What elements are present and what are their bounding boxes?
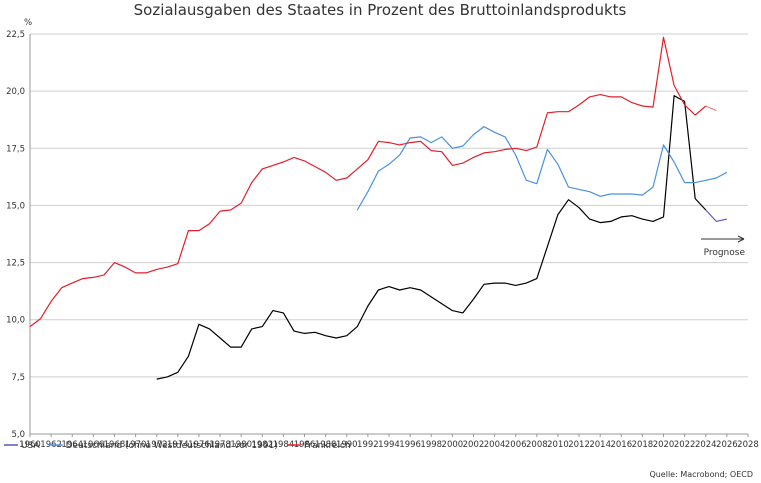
legend-label-0: USA <box>21 441 40 451</box>
series-forecast-line-1 <box>705 171 728 181</box>
prognose-annotation: Prognose <box>701 235 746 258</box>
x-tick-label: 2020 <box>653 440 675 450</box>
x-tick-label: 2026 <box>716 440 738 450</box>
x-tick-label: 1992 <box>357 440 379 450</box>
axes <box>29 34 748 435</box>
x-tick-label: 2018 <box>632 440 654 450</box>
x-tick-label: 2010 <box>547 440 569 450</box>
y-tick-labels: 5,0 7,5 10,0 12,5 15,0 17,5 20,0 22,5 <box>6 30 25 440</box>
x-tick-label: 2012 <box>568 440 590 450</box>
x-tick-label: 2016 <box>610 440 632 450</box>
x-tick-label: 2002 <box>463 440 485 450</box>
x-tick-label: 2000 <box>442 440 464 450</box>
y-tick-label: 12,5 <box>6 259 25 269</box>
x-tick-label: 1972 <box>146 440 168 450</box>
x-tick-label: 2014 <box>589 440 611 450</box>
y-axis-unit-label: % <box>24 18 32 28</box>
x-tick-label: 1986 <box>294 440 316 450</box>
series-lines <box>29 36 728 380</box>
x-tick-label: 1960 <box>19 440 41 450</box>
prognose-arrow-head <box>737 235 745 243</box>
x-tick-label: 2024 <box>695 440 717 450</box>
legend-label-2: Frankreich <box>304 441 351 451</box>
x-tick-label: 1996 <box>399 440 421 450</box>
legend: USA Deutschland (ohne Westdeutschland vor… <box>4 441 351 451</box>
x-tick-label: 1998 <box>420 440 442 450</box>
x-tick-label: 1964 <box>61 440 83 450</box>
x-tick-label: 1980 <box>230 440 252 450</box>
x-tick-label: 1994 <box>378 440 400 450</box>
y-tick-label: 22,5 <box>6 30 25 40</box>
x-tick-label: 1966 <box>83 440 105 450</box>
series-line-0 <box>156 95 707 380</box>
series-line-1 <box>356 126 706 211</box>
x-tick-label: 1990 <box>336 440 358 450</box>
source-note: Quelle: Macrobond; OECD <box>649 470 753 479</box>
series-forecast-line-0 <box>705 209 728 222</box>
x-tick-label: 2028 <box>737 440 759 450</box>
y-tick-label: 7,5 <box>11 373 25 383</box>
series-line-2 <box>29 36 707 328</box>
x-tick-label: 1978 <box>209 440 231 450</box>
x-tick-label: 1974 <box>167 440 189 450</box>
prognose-label: Prognose <box>704 248 746 258</box>
x-tick-label: 1988 <box>315 440 337 450</box>
x-tick-label: 1976 <box>188 440 210 450</box>
x-tick-label: 1970 <box>125 440 147 450</box>
y-tick-label: 5,0 <box>11 430 25 440</box>
x-tick-label: 2004 <box>484 440 506 450</box>
y-tick-label: 10,0 <box>6 316 25 326</box>
series-forecast-line-2 <box>705 105 717 112</box>
x-tick-label: 1982 <box>251 440 273 450</box>
x-tick-label: 2006 <box>505 440 527 450</box>
legend-label-1: Deutschland (ohne Westdeutschland vor 19… <box>66 441 278 451</box>
x-tick-label: 1984 <box>273 440 295 450</box>
x-tick-label: 2022 <box>674 440 696 450</box>
y-tick-label: 20,0 <box>6 87 25 97</box>
y-tick-label: 15,0 <box>6 201 25 211</box>
chart-title: Sozialausgaben des Staates in Prozent de… <box>134 1 627 19</box>
x-tick-label: 2008 <box>526 440 548 450</box>
x-tick-label: 1968 <box>104 440 126 450</box>
y-tick-label: 17,5 <box>6 144 25 154</box>
grid-lines <box>30 33 748 435</box>
